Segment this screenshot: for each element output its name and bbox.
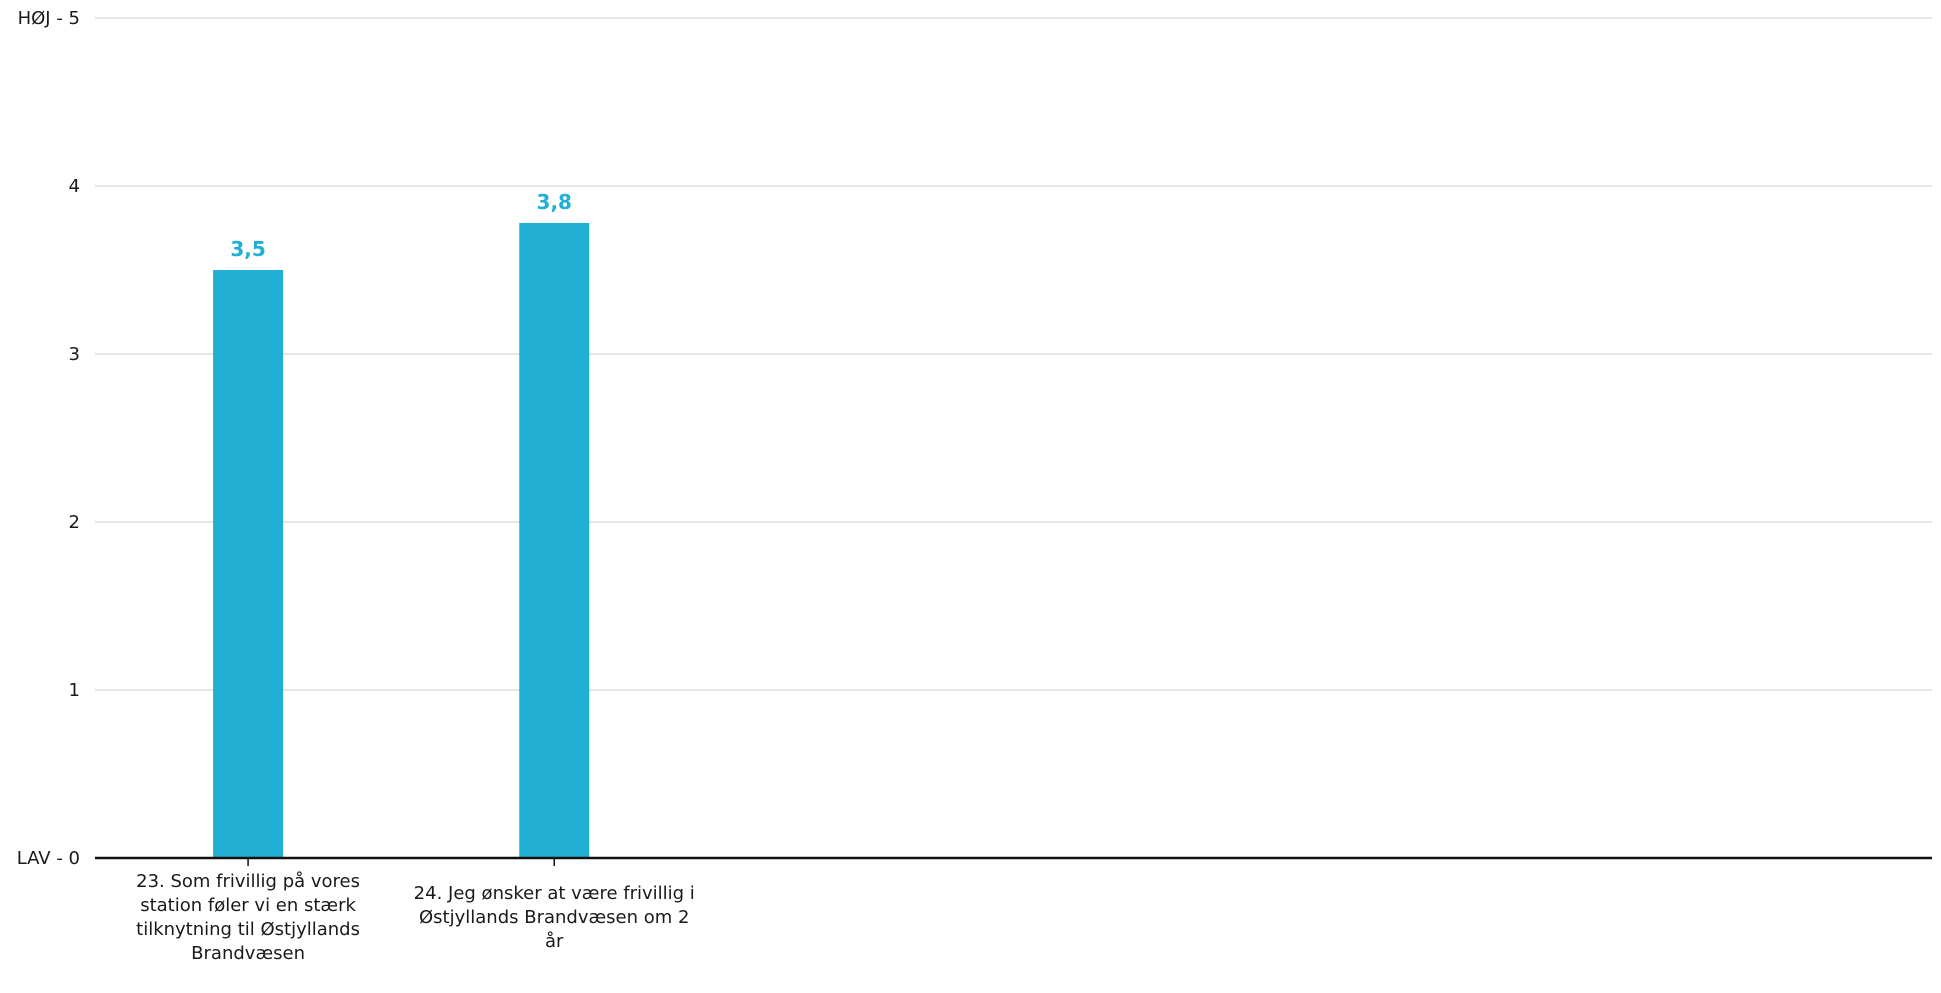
x-category-label-line: tilknytning til Østjyllands	[136, 919, 360, 940]
data-label: 3,5	[230, 237, 265, 261]
y-tick-label: HØJ - 5	[18, 8, 80, 29]
x-category-label-line: station føler vi en stærk	[140, 895, 356, 916]
y-tick-label: 3	[69, 344, 80, 365]
x-axis	[95, 856, 1932, 866]
x-axis-category-labels: 23. Som frivillig på vores station føler …	[136, 871, 695, 964]
y-tick-label: LAV - 0	[17, 848, 80, 869]
bar	[213, 270, 284, 858]
x-category-label-line: 24. Jeg ønsker at være frivillig i	[414, 883, 695, 904]
data-label: 3,8	[537, 190, 572, 214]
y-axis-tick-labels: LAV - 0 1 2 3 4 HØJ - 5	[17, 8, 80, 869]
bars: 3,5 3,8	[213, 190, 590, 858]
x-category-label-line: Østjyllands Brandvæsen om 2	[419, 907, 689, 928]
gridlines	[95, 17, 1932, 691]
x-category-label-line: Brandvæsen	[191, 943, 305, 964]
y-tick-label: 1	[69, 680, 80, 701]
bar	[519, 222, 590, 858]
x-category-label-line: år	[545, 931, 564, 952]
x-category-label: 24. Jeg ønsker at være frivillig i Østjyl…	[414, 883, 695, 952]
x-category-label-line: 23. Som frivillig på vores	[136, 871, 360, 892]
y-tick-label: 4	[69, 176, 80, 197]
x-category-label: 23. Som frivillig på vores station føler …	[136, 871, 360, 964]
y-tick-label: 2	[69, 512, 80, 533]
